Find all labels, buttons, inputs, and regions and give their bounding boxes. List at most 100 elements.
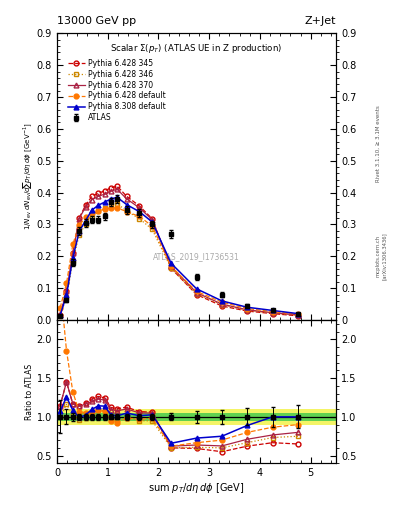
Pythia 6.428 345 (150, 216, 154, 222)
Pythia 6.428 370 (169, 263, 173, 269)
Pythia 6.428 345 (102, 188, 107, 194)
Pythia 6.428 345 (83, 202, 88, 208)
Pythia 6.428 345 (137, 203, 142, 209)
Text: ATLAS_2019_I1736531: ATLAS_2019_I1736531 (153, 252, 240, 262)
Pythia 6.428 default (77, 222, 81, 228)
Pythia 8.308 default (270, 307, 275, 313)
Pythia 6.428 345 (108, 185, 113, 191)
Pythia 6.428 346 (90, 212, 94, 219)
Pythia 6.428 346 (137, 216, 142, 222)
Line: Pythia 6.428 default: Pythia 6.428 default (58, 205, 300, 317)
Pythia 6.428 default (150, 223, 154, 229)
Pythia 6.428 345 (270, 311, 275, 317)
Pythia 6.428 345 (96, 190, 101, 196)
Pythia 8.308 default (124, 202, 129, 208)
Pythia 8.308 default (150, 219, 154, 225)
Pythia 6.428 default (245, 306, 250, 312)
Pythia 6.428 346 (169, 265, 173, 271)
Pythia 6.428 346 (245, 307, 250, 313)
Pythia 6.428 346 (70, 258, 75, 264)
Pythia 6.428 346 (270, 310, 275, 316)
Pythia 6.428 default (124, 208, 129, 215)
Pythia 6.428 370 (90, 197, 94, 203)
Pythia 6.428 345 (124, 194, 129, 200)
Pythia 6.428 346 (194, 291, 199, 297)
Pythia 6.428 370 (96, 194, 101, 200)
Pythia 6.428 default (83, 215, 88, 221)
Pythia 6.428 370 (296, 312, 300, 318)
Pythia 6.428 default (137, 214, 142, 220)
Line: Pythia 6.428 345: Pythia 6.428 345 (58, 184, 300, 318)
Pythia 8.308 default (115, 194, 119, 200)
Pythia 6.428 346 (108, 202, 113, 208)
Pythia 6.428 370 (150, 217, 154, 223)
Legend: Pythia 6.428 345, Pythia 6.428 346, Pythia 6.428 370, Pythia 6.428 default, Pyth: Pythia 6.428 345, Pythia 6.428 346, Pyth… (66, 57, 167, 124)
Pythia 6.428 default (90, 210, 94, 217)
Pythia 6.428 346 (83, 221, 88, 227)
Pythia 8.308 default (296, 311, 300, 317)
Pythia 8.308 default (220, 298, 224, 304)
Text: [arXiv:1306.3436]: [arXiv:1306.3436] (382, 232, 387, 280)
Pythia 6.428 370 (220, 301, 224, 307)
Pythia 6.428 345 (245, 308, 250, 314)
Pythia 6.428 345 (77, 215, 81, 221)
Text: Z+Jet: Z+Jet (305, 15, 336, 26)
Pythia 8.308 default (245, 304, 250, 310)
Pythia 6.428 370 (124, 196, 129, 202)
Pythia 6.428 370 (102, 191, 107, 197)
Pythia 8.308 default (58, 312, 62, 318)
Pythia 8.308 default (64, 292, 69, 298)
Pythia 6.428 default (64, 280, 69, 286)
Pythia 6.428 default (58, 305, 62, 311)
Pythia 6.428 345 (70, 250, 75, 256)
Pythia 8.308 default (169, 260, 173, 266)
Pythia 8.308 default (90, 207, 94, 213)
Pythia 8.308 default (70, 255, 75, 261)
Text: mcplots.cern.ch: mcplots.cern.ch (376, 235, 380, 277)
Pythia 6.428 default (102, 206, 107, 212)
Pythia 6.428 default (115, 205, 119, 211)
Pythia 6.428 345 (58, 312, 62, 318)
Pythia 8.308 default (77, 228, 81, 234)
Line: Pythia 6.428 370: Pythia 6.428 370 (58, 187, 300, 317)
Text: Rivet 3.1.10, ≥ 3.1M events: Rivet 3.1.10, ≥ 3.1M events (376, 105, 380, 182)
Pythia 6.428 345 (169, 265, 173, 271)
Pythia 6.428 default (296, 311, 300, 317)
Pythia 6.428 346 (124, 208, 129, 214)
Pythia 8.308 default (96, 202, 101, 208)
Pythia 6.428 346 (220, 302, 224, 308)
Pythia 6.428 346 (115, 201, 119, 207)
Pythia 6.428 346 (64, 294, 69, 300)
Pythia 6.428 346 (296, 312, 300, 318)
Pythia 6.428 346 (96, 208, 101, 214)
Pythia 8.308 default (83, 218, 88, 224)
Pythia 6.428 346 (102, 205, 107, 211)
Pythia 6.428 default (194, 288, 199, 294)
Pythia 6.428 370 (108, 188, 113, 194)
Pythia 6.428 default (70, 241, 75, 247)
Pythia 6.428 370 (115, 186, 119, 193)
Pythia 8.308 default (137, 208, 142, 215)
Pythia 6.428 default (220, 299, 224, 305)
Pythia 6.428 345 (90, 194, 94, 200)
Pythia 6.428 default (169, 263, 173, 269)
Pythia 6.428 default (270, 309, 275, 315)
Pythia 6.428 345 (296, 313, 300, 319)
Line: Pythia 6.428 346: Pythia 6.428 346 (58, 201, 300, 318)
Pythia 6.428 default (108, 205, 113, 211)
X-axis label: sum $p_T/d\eta\,d\phi$ [GeV]: sum $p_T/d\eta\,d\phi$ [GeV] (148, 481, 245, 495)
Pythia 6.428 370 (70, 250, 75, 256)
Pythia 6.428 default (96, 208, 101, 214)
Pythia 6.428 346 (58, 312, 62, 318)
Text: 13000 GeV pp: 13000 GeV pp (57, 15, 136, 26)
Pythia 6.428 346 (77, 231, 81, 238)
Pythia 6.428 345 (220, 303, 224, 309)
Pythia 6.428 370 (245, 307, 250, 313)
Pythia 6.428 346 (150, 226, 154, 232)
Pythia 8.308 default (108, 196, 113, 202)
Y-axis label: $1/N_\mathrm{ev}\ dN_\mathrm{ev}/d\!\sum\! p_T/d\eta\,d\phi\ [\mathrm{GeV}^{-1}]: $1/N_\mathrm{ev}\ dN_\mathrm{ev}/d\!\sum… (21, 123, 34, 230)
Text: Scalar $\Sigma(p_T)$ (ATLAS UE in Z production): Scalar $\Sigma(p_T)$ (ATLAS UE in Z prod… (110, 42, 283, 55)
Pythia 6.428 345 (194, 291, 199, 297)
Pythia 6.428 370 (58, 312, 62, 318)
Y-axis label: Ratio to ATLAS: Ratio to ATLAS (25, 364, 34, 420)
